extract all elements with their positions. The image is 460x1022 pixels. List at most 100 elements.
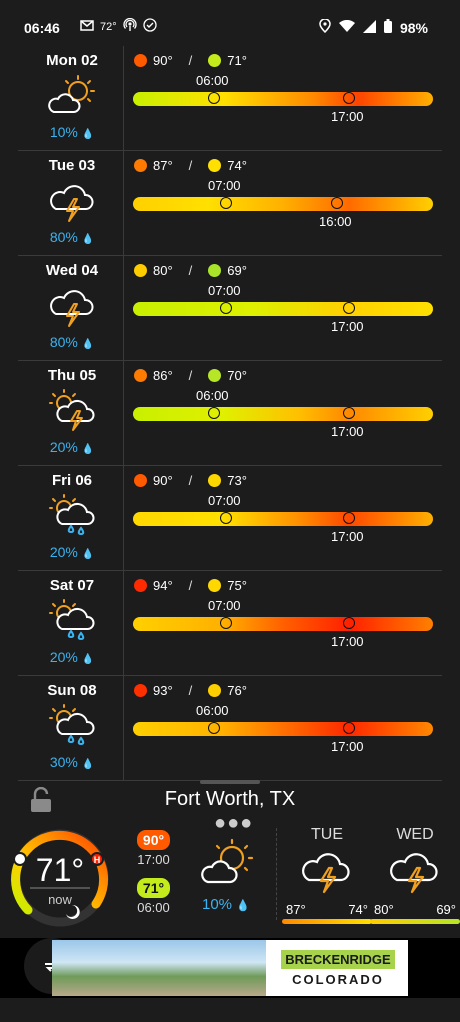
row-separator — [18, 675, 442, 676]
day-row[interactable]: Tue 03 80% 💧 87° / 74° 07:00 16:00 — [0, 151, 460, 256]
high-temp-dot — [134, 684, 147, 697]
high-temp: 86° — [153, 368, 173, 383]
sunrise-marker — [208, 91, 220, 104]
day-precip-value: 20% — [49, 439, 78, 455]
thunderstorm-icon — [387, 848, 443, 896]
row-separator — [18, 360, 442, 361]
high-temp-dot — [134, 474, 147, 487]
sunset-time: 17:00 — [331, 529, 364, 544]
divider — [276, 828, 278, 920]
day-row[interactable]: Fri 06 20% 💧 90° / 73° 07:00 17:00 — [0, 466, 460, 571]
more-options-icon[interactable]: ●●● — [214, 812, 254, 834]
status-time: 06:46 — [24, 20, 60, 36]
low-temp: 74° — [227, 158, 247, 173]
low-temp-dot — [208, 159, 222, 172]
location-name[interactable]: Fort Worth, TX — [164, 788, 296, 810]
high-temp: 80° — [153, 263, 173, 278]
temp-separator: / — [188, 158, 193, 173]
ad-brand-line2: COLORADO — [292, 972, 384, 987]
sunset-marker — [343, 301, 355, 314]
sunset-marker — [343, 616, 355, 629]
forecast-temp-bar — [282, 919, 372, 924]
lock-icon[interactable] — [30, 786, 52, 813]
day-row[interactable]: Sun 08 30% 💧 93° / 76° 06:00 17:00 — [0, 676, 460, 781]
day-temps: 90° / 73° — [134, 473, 247, 488]
day-precip-value: 10% — [49, 124, 78, 140]
high-temp-dot — [134, 369, 147, 382]
high-temp: 90° — [153, 53, 173, 68]
today-low: 71° 06:00 — [131, 878, 176, 915]
today-low-value: 71° — [136, 878, 171, 898]
ad-photo — [52, 940, 266, 996]
day-precip-value: 80% — [49, 334, 78, 350]
droplets-icon: 💧 — [81, 234, 95, 245]
today-partly-sunny-icon — [200, 838, 258, 890]
low-temp-dot — [208, 54, 222, 67]
temperature-bar — [133, 301, 433, 316]
droplets-icon: 💧 — [236, 900, 250, 912]
sun-rain-icon — [44, 704, 100, 748]
row-divider — [123, 361, 124, 466]
ad-banner[interactable]: BRECKENRIDGE COLORADO — [0, 938, 460, 998]
sunrise-marker — [220, 196, 232, 209]
day-label: Wed 04 — [45, 262, 99, 279]
day-temps: 93° / 76° — [134, 683, 247, 698]
row-divider — [123, 256, 124, 361]
forecast-high: 80° — [374, 902, 394, 917]
low-temp: 76° — [227, 683, 247, 698]
day-row[interactable]: Wed 04 80% 💧 80° / 69° 07:00 17:00 — [0, 256, 460, 361]
ad-image[interactable]: BRECKENRIDGE COLORADO — [52, 940, 408, 996]
day-temps: 90° / 71° — [134, 53, 247, 68]
temp-separator: / — [188, 473, 193, 488]
high-temp-dot — [134, 54, 147, 67]
sunrise-time: 07:00 — [208, 178, 241, 193]
location-icon — [319, 18, 331, 36]
low-temp-dot — [208, 579, 222, 592]
today-precip-value: 10% — [202, 896, 233, 913]
day-row[interactable]: Sat 07 20% 💧 94° / 75° 07:00 17:00 — [0, 571, 460, 676]
temperature-bar — [133, 511, 433, 526]
sunset-time: 17:00 — [331, 319, 364, 334]
day-temps: 87° / 74° — [134, 158, 247, 173]
sunrise-time: 06:00 — [196, 73, 229, 88]
high-temp: 90° — [153, 473, 173, 488]
sunset-time: 17:00 — [331, 424, 364, 439]
high-temp-dot — [134, 264, 147, 277]
forecast-card[interactable]: TUE 87° 74° — [282, 826, 372, 924]
temp-separator: / — [188, 578, 193, 593]
drag-handle[interactable] — [200, 780, 260, 784]
high-temp: 87° — [153, 158, 173, 173]
status-temp: 72° — [100, 20, 117, 33]
day-precip-value: 30% — [49, 754, 78, 770]
day-row[interactable]: Mon 02 10% 💧 90° / 71° 06:00 17:00 — [0, 46, 460, 151]
low-temp: 75° — [227, 578, 247, 593]
sunrise-time: 06:00 — [196, 388, 229, 403]
sunset-marker — [343, 511, 355, 524]
high-temp-dot — [134, 579, 147, 592]
day-label: Fri 06 — [51, 472, 93, 489]
temperature-bar — [133, 91, 433, 106]
droplets-icon: 💧 — [81, 129, 95, 140]
row-divider — [123, 151, 124, 256]
sunrise-time: 07:00 — [208, 493, 241, 508]
day-precip: 30% 💧 — [20, 754, 124, 770]
sunrise-marker — [208, 721, 220, 734]
day-precip: 20% 💧 — [20, 544, 124, 560]
low-temp-dot — [208, 684, 222, 697]
temp-separator: / — [188, 683, 193, 698]
sunrise-marker — [220, 511, 232, 524]
high-temp-dot — [134, 159, 147, 172]
day-precip-value: 20% — [49, 544, 78, 560]
forecast-day-name: WED — [396, 826, 434, 843]
row-separator — [18, 150, 442, 151]
sunset-marker — [343, 721, 355, 734]
day-row[interactable]: Thu 05 20% 💧 86° / 70° 06:00 17:00 — [0, 361, 460, 466]
sunrise-time: 07:00 — [208, 598, 241, 613]
current-temp-gauge[interactable]: H 71° now — [8, 826, 112, 930]
day-label: Tue 03 — [48, 157, 96, 174]
sunrise-time: 07:00 — [208, 283, 241, 298]
droplets-icon: 💧 — [81, 444, 95, 455]
forecast-temp-bar — [370, 919, 460, 924]
battery-icon — [383, 19, 392, 36]
forecast-card[interactable]: WED 80° 69° — [370, 826, 460, 924]
